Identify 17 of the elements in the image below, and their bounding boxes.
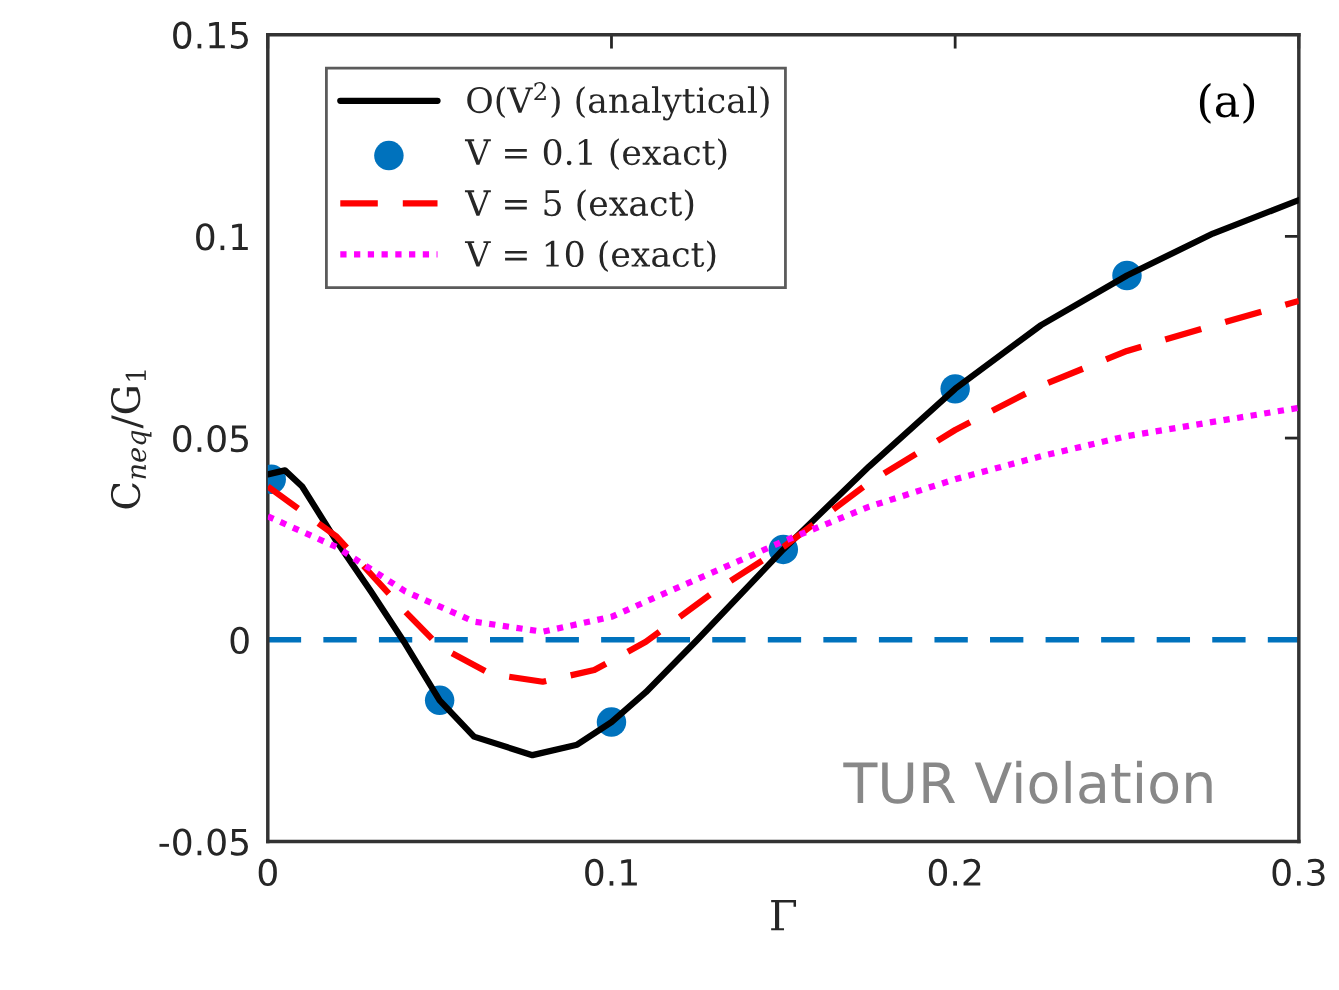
y-tick-label: 0.05 [173, 424, 248, 453]
y-tick-label: 0.15 [173, 21, 248, 49]
y-tick-label: 0.1 [196, 223, 248, 251]
annotation: TUR Violation [843, 760, 1212, 804]
y-tick-label: -0.05 [159, 828, 248, 856]
x-axis-title: Γ [771, 899, 797, 931]
y-axis-title: C$_{neq}$/G$_{1}$ [110, 370, 152, 509]
x-tick-label: 0.2 [928, 858, 981, 887]
annotation: (a) [1199, 83, 1255, 124]
x-tick-label: 0.3 [1272, 858, 1325, 887]
x-tick-label: 0 [258, 858, 277, 887]
x-tick-label: 0.1 [585, 858, 637, 887]
legend-label: V = 10 (exact) [464, 240, 716, 273]
legend-label: V = 0.1 (exact) [464, 138, 727, 171]
legend-label: V = 5 (exact) [464, 189, 694, 222]
legend-label: O(V$^{2}$) (analytical) [467, 82, 769, 121]
y-tick-label: 0 [230, 626, 249, 655]
